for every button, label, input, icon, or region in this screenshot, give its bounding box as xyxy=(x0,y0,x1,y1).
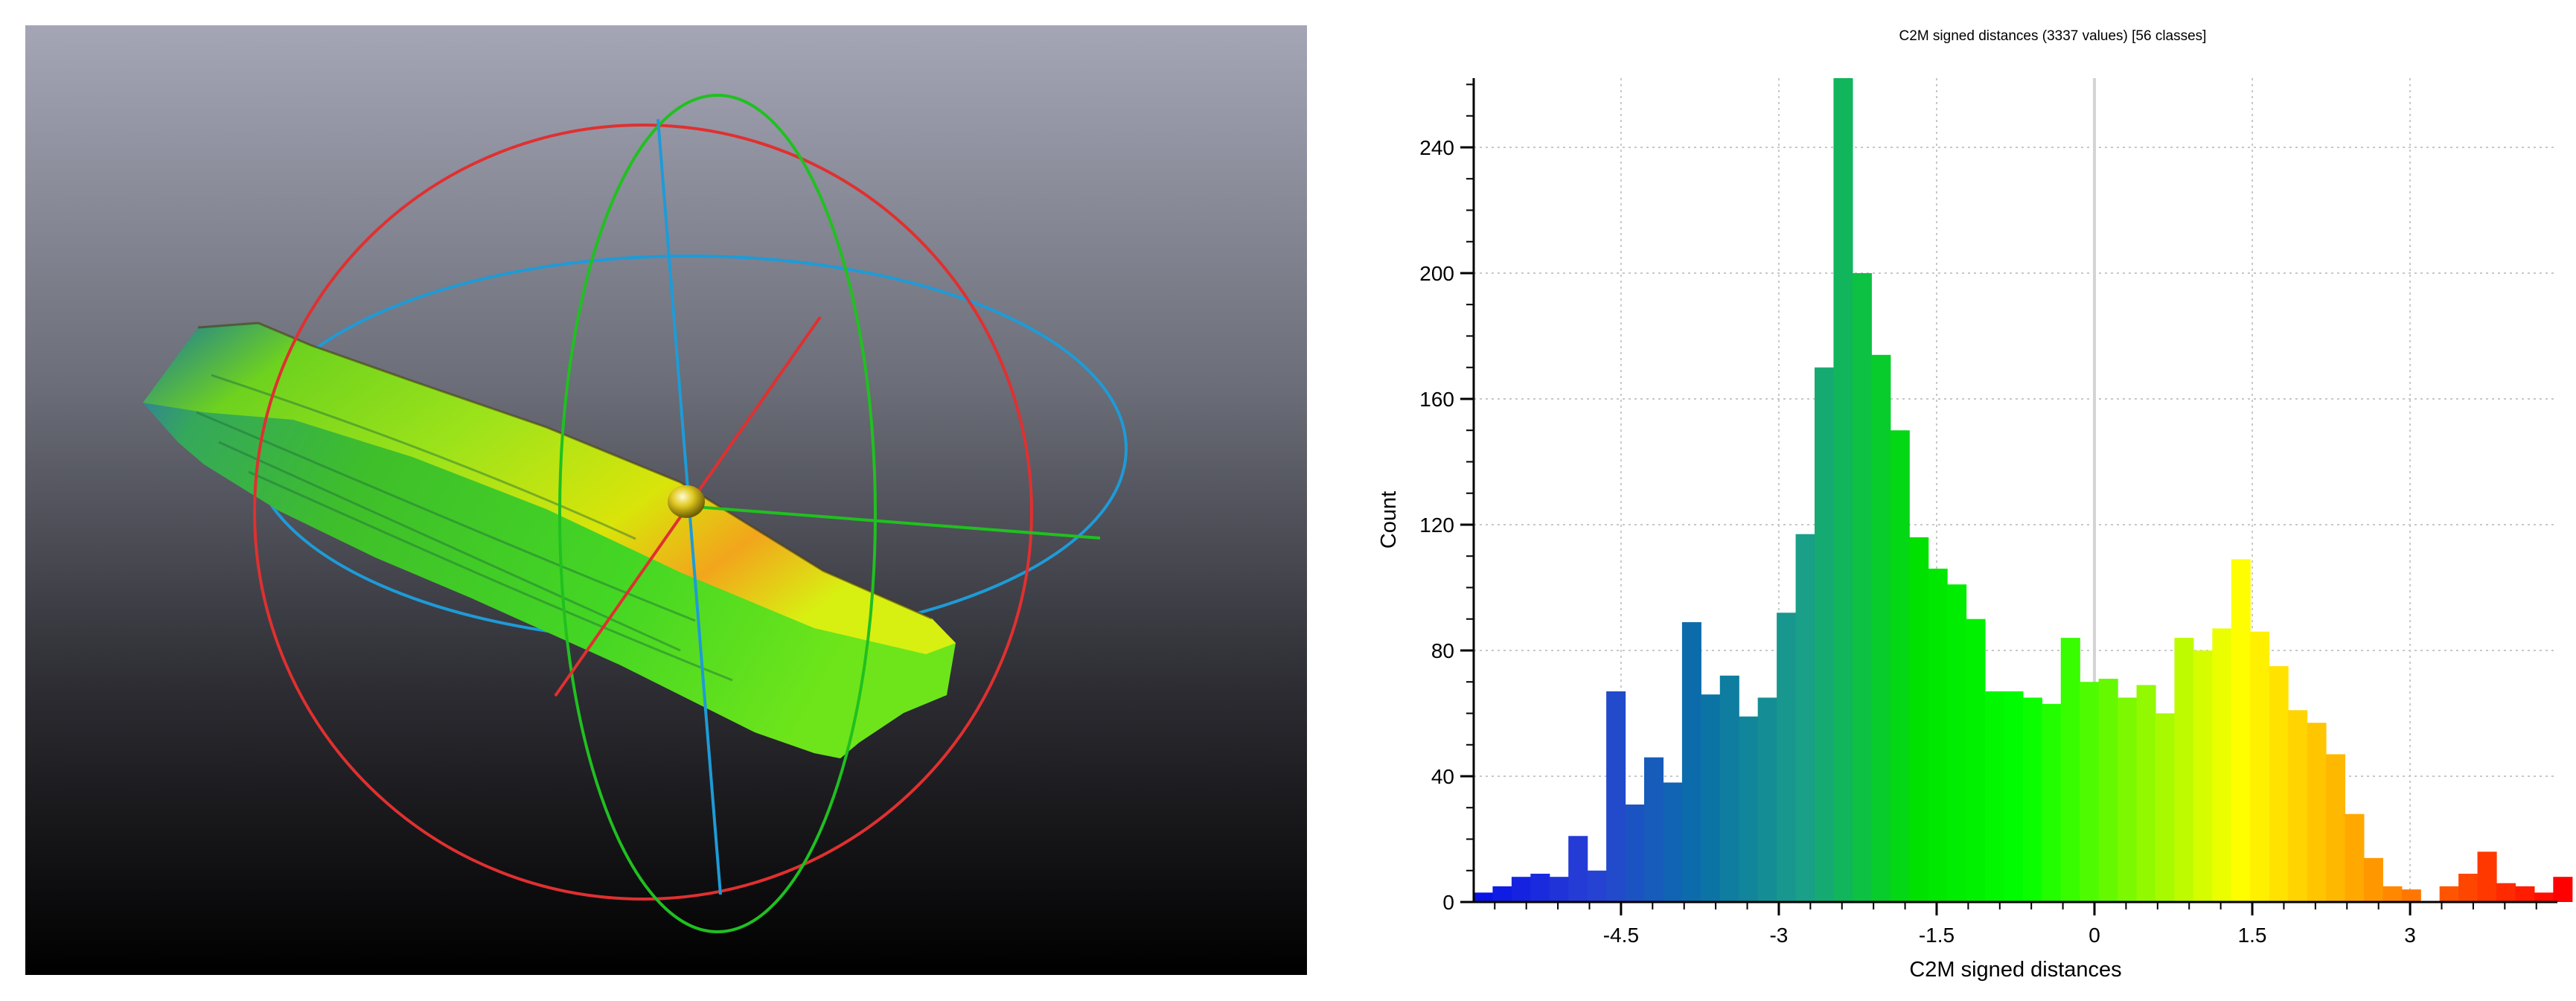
gizmo-center-handle[interactable] xyxy=(668,485,705,518)
histogram-bar xyxy=(1474,892,1494,902)
histogram-bar xyxy=(2401,889,2421,902)
histogram-bar xyxy=(2080,682,2100,902)
histogram-bar xyxy=(1852,272,1872,903)
histogram-bar xyxy=(1492,886,1512,902)
x-ticks: -4.5 -3 -1.5 0 1.5 3 xyxy=(1494,902,2537,947)
x-tick-label: -4.5 xyxy=(1603,924,1639,947)
histogram-bar xyxy=(2269,666,2289,902)
histogram-bar xyxy=(1549,877,1569,902)
histogram-bar xyxy=(2022,697,2042,902)
histogram-bar xyxy=(1966,618,1986,902)
x-axis-label: C2M signed distances xyxy=(1909,958,2121,982)
histogram-bar xyxy=(2004,691,2024,902)
histogram-bar xyxy=(2496,883,2516,902)
histogram-bar xyxy=(1719,675,1739,902)
histogram-bar xyxy=(2515,886,2535,902)
histogram-bar xyxy=(1644,757,1664,902)
histogram-bar xyxy=(2193,650,2213,902)
x-rotation-ring[interactable] xyxy=(253,124,1033,901)
histogram-bar xyxy=(1606,691,1626,902)
y-tick-label: 0 xyxy=(1442,891,1454,914)
histogram-bar xyxy=(1511,877,1531,902)
y-axis-label: Count xyxy=(1377,491,1401,549)
histogram-bar xyxy=(1947,584,1967,902)
x-tick-label: 0 xyxy=(2088,924,2100,947)
y-axis-line xyxy=(685,505,1101,540)
histogram-bar xyxy=(2477,851,2497,902)
point-cloud-surface xyxy=(143,322,956,758)
histogram-bar xyxy=(2534,892,2554,902)
histogram-panel: C2M signed distances (3337 values) [56 c… xyxy=(1340,0,2576,997)
histogram-bar xyxy=(1928,569,1948,902)
histogram-bar xyxy=(2363,857,2383,902)
histogram-bar xyxy=(2326,754,2346,902)
chart-title: C2M signed distances (3337 values) [56 c… xyxy=(1899,28,2207,44)
axes xyxy=(1472,78,2557,904)
x-tick-label: -3 xyxy=(1769,924,1788,947)
histogram-bar xyxy=(2458,873,2478,902)
histogram-bar xyxy=(1587,870,1607,902)
3d-scene[interactable] xyxy=(25,25,1307,975)
histogram-bar xyxy=(1833,78,1853,902)
histogram-bar xyxy=(1795,534,1815,902)
histogram-bars xyxy=(1474,78,2573,903)
histogram-bar xyxy=(1530,873,1550,902)
histogram-bar xyxy=(2382,886,2403,902)
histogram-bar xyxy=(2212,628,2232,902)
histogram-bar xyxy=(2553,877,2573,902)
histogram-bar xyxy=(1890,430,1910,902)
histogram-bar xyxy=(2098,679,2118,902)
histogram-bar xyxy=(2307,723,2327,902)
y-ticks: 0 40 80 120 160 200 240 xyxy=(1419,83,1474,914)
histogram-bar xyxy=(1568,836,1588,902)
y-tick-label: 200 xyxy=(1419,262,1454,285)
histogram-bar xyxy=(2288,710,2308,902)
y-tick-label: 120 xyxy=(1419,514,1454,537)
histogram-bar xyxy=(1909,537,1929,902)
y-tick-label: 40 xyxy=(1431,765,1454,788)
y-rotation-ring[interactable] xyxy=(558,94,877,933)
histogram-bar xyxy=(1757,697,1777,902)
histogram-bar xyxy=(1985,691,2005,902)
histogram-bar xyxy=(1625,805,1645,902)
histogram-bar xyxy=(2250,631,2270,902)
y-tick-label: 240 xyxy=(1419,136,1454,159)
histogram-bar xyxy=(2439,886,2459,902)
histogram-bar xyxy=(1871,354,1891,903)
histogram-bar xyxy=(2155,713,2176,902)
histogram-bar xyxy=(1777,613,1797,902)
3d-viewport[interactable] xyxy=(25,25,1307,975)
x-tick-label: -1.5 xyxy=(1919,924,1955,947)
y-tick-label: 160 xyxy=(1419,388,1454,411)
histogram-bar xyxy=(1681,621,1701,902)
histogram-bar xyxy=(2174,638,2194,902)
histogram-bar xyxy=(1663,782,1683,902)
histogram-bar xyxy=(1739,716,1759,902)
histogram-bar xyxy=(2136,685,2156,902)
histogram-bar xyxy=(2118,697,2138,902)
histogram-bar xyxy=(1701,694,1721,902)
y-tick-label: 80 xyxy=(1431,639,1454,662)
histogram-bar xyxy=(2042,703,2062,902)
histogram-bar xyxy=(1815,367,1835,903)
x-tick-label: 1.5 xyxy=(2238,924,2267,947)
histogram-chart: C2M signed distances (3337 values) [56 c… xyxy=(1377,28,2573,982)
histogram-bar xyxy=(2345,813,2365,902)
histogram-bar xyxy=(2231,559,2251,902)
x-tick-label: 3 xyxy=(2404,924,2416,947)
histogram-bar xyxy=(2060,638,2080,902)
